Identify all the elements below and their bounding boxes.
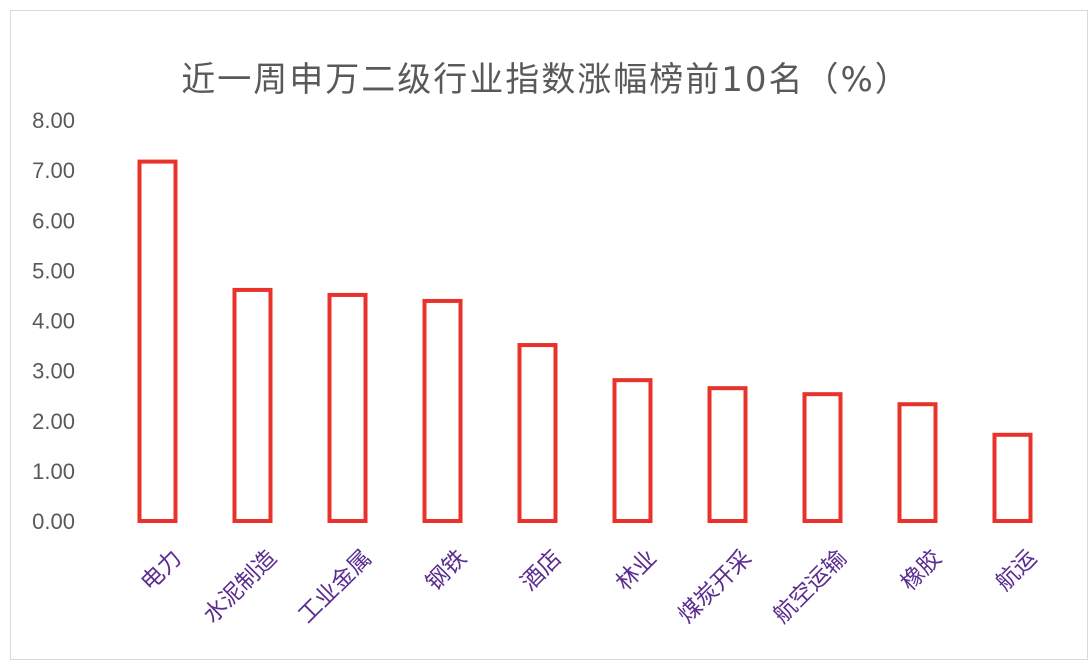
y-tick-label: 1.00 xyxy=(32,459,75,484)
bar-3 xyxy=(422,298,463,524)
x-tick-label: 橡胶 xyxy=(896,545,947,596)
y-tick-label: 0.00 xyxy=(32,509,75,534)
bar-1 xyxy=(232,287,273,523)
x-tick-label: 林业 xyxy=(611,545,662,596)
x-tick-label: 水泥制造 xyxy=(199,545,282,628)
y-tick-label: 5.00 xyxy=(32,258,75,283)
y-axis: 0.00 1.00 2.00 3.00 4.00 5.00 6.00 7.00 8.00 xyxy=(32,108,75,534)
chart-frame xyxy=(10,10,1088,660)
bar-9 xyxy=(992,432,1033,523)
y-tick-label: 2.00 xyxy=(32,409,75,434)
x-axis: 电力 水泥制造 工业金属 钢铁 酒店 林业 煤炭开采 航空运输 橡胶 航运 xyxy=(136,545,1042,628)
y-tick-label: 7.00 xyxy=(32,158,75,183)
x-tick-label: 电力 xyxy=(136,545,187,596)
y-tick-label: 8.00 xyxy=(32,108,75,133)
y-tick-label: 3.00 xyxy=(32,359,75,384)
bars xyxy=(137,159,1033,524)
bar-5 xyxy=(612,378,653,523)
x-tick-label: 航空运输 xyxy=(769,545,852,628)
y-tick-label: 6.00 xyxy=(32,208,75,233)
x-tick-label: 钢铁 xyxy=(421,545,472,596)
bar-7 xyxy=(802,392,843,523)
x-tick-label: 酒店 xyxy=(516,545,567,596)
bar-2 xyxy=(327,292,368,523)
bar-0 xyxy=(137,159,178,523)
x-tick-label: 煤炭开采 xyxy=(674,545,757,628)
x-tick-label: 工业金属 xyxy=(294,545,377,628)
x-tick-label: 航运 xyxy=(991,545,1042,596)
bar-4 xyxy=(517,343,558,523)
bar-6 xyxy=(707,386,748,524)
y-tick-label: 4.00 xyxy=(32,309,75,334)
bar-8 xyxy=(897,402,938,523)
chart-title: 近一周申万二级行业指数涨幅榜前10名（%） xyxy=(181,60,911,100)
